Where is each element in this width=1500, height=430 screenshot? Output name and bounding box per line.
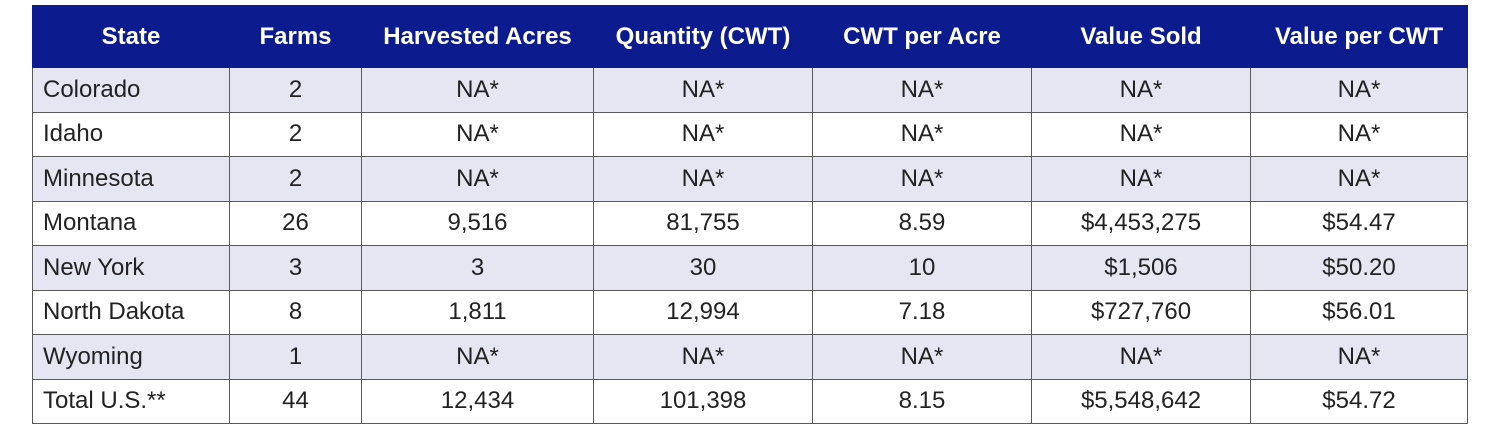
- table-cell: NA*: [361, 156, 594, 202]
- table-cell: NA*: [593, 67, 813, 113]
- table-cell: 26: [229, 200, 362, 246]
- table-row: Minnesota 2 NA* NA* NA* NA* NA*: [32, 156, 1468, 202]
- table-cell: NA*: [1031, 334, 1251, 380]
- table-cell: $54.47: [1250, 200, 1468, 246]
- table-cell: 3: [361, 245, 594, 291]
- table-cell: NA*: [812, 67, 1032, 113]
- header-row: State Farms Harvested Acres Quantity (CWT) C…: [32, 5, 1468, 68]
- header-cell: Quantity (CWT): [593, 5, 813, 68]
- table-cell: 30: [593, 245, 813, 291]
- header-cell: State: [32, 5, 230, 68]
- table-body: Colorado 2 NA* NA* NA* NA* NA* Idaho 2 NA* NA* NA* N…: [32, 67, 1468, 424]
- table-cell: 8.15: [812, 378, 1032, 424]
- table-cell: Colorado: [32, 67, 230, 113]
- table-cell: Total U.S.**: [32, 378, 230, 424]
- table-cell: 9,516: [361, 200, 594, 246]
- table-cell: NA*: [1031, 67, 1251, 113]
- table-cell: Minnesota: [32, 156, 230, 202]
- table-cell: 81,755: [593, 200, 813, 246]
- table-cell: 12,994: [593, 289, 813, 335]
- table-cell: Idaho: [32, 111, 230, 157]
- header-cell: CWT per Acre: [812, 5, 1032, 68]
- table-cell: 8: [229, 289, 362, 335]
- table-cell: 12,434: [361, 378, 594, 424]
- table-cell: Wyoming: [32, 334, 230, 380]
- table-cell: $54.72: [1250, 378, 1468, 424]
- table-cell: NA*: [593, 156, 813, 202]
- table-cell: NA*: [361, 111, 594, 157]
- table-cell: 3: [229, 245, 362, 291]
- table-cell: $727,760: [1031, 289, 1251, 335]
- table-row: New York 3 3 30 10 $1,506 $50.20: [32, 245, 1468, 291]
- table-cell: North Dakota: [32, 289, 230, 335]
- table-cell: 2: [229, 67, 362, 113]
- header-cell: Harvested Acres: [361, 5, 594, 68]
- table-row: Idaho 2 NA* NA* NA* NA* NA*: [32, 111, 1468, 157]
- table-cell: NA*: [1031, 111, 1251, 157]
- header-cell: Value per CWT: [1250, 5, 1468, 68]
- table-header: State Farms Harvested Acres Quantity (CWT) C…: [32, 5, 1468, 68]
- data-table: State Farms Harvested Acres Quantity (CWT) C…: [32, 5, 1468, 424]
- table-cell: NA*: [1250, 111, 1468, 157]
- header-cell: Farms: [229, 5, 362, 68]
- table-cell: 2: [229, 156, 362, 202]
- table-cell: NA*: [1250, 334, 1468, 380]
- table-cell: NA*: [593, 334, 813, 380]
- table-container: State Farms Harvested Acres Quantity (CWT) C…: [32, 5, 1468, 424]
- table-cell: NA*: [1031, 156, 1251, 202]
- table-cell: NA*: [361, 67, 594, 113]
- table-cell: NA*: [812, 111, 1032, 157]
- table-cell: NA*: [1250, 156, 1468, 202]
- table-cell: New York: [32, 245, 230, 291]
- table-cell: $4,453,275: [1031, 200, 1251, 246]
- table-cell: NA*: [812, 156, 1032, 202]
- table-cell: $50.20: [1250, 245, 1468, 291]
- table-row: Total U.S.** 44 12,434 101,398 8.15 $5,548,64…: [32, 378, 1468, 424]
- table-row: North Dakota 8 1,811 12,994 7.18 $727,760 $56.…: [32, 289, 1468, 335]
- table-row: Colorado 2 NA* NA* NA* NA* NA*: [32, 67, 1468, 113]
- table-cell: 1: [229, 334, 362, 380]
- table-cell: $1,506: [1031, 245, 1251, 291]
- table-cell: 2: [229, 111, 362, 157]
- table-cell: 7.18: [812, 289, 1032, 335]
- table-cell: NA*: [593, 111, 813, 157]
- table-cell: NA*: [812, 334, 1032, 380]
- table-row: Montana 26 9,516 81,755 8.59 $4,453,275 $54.47: [32, 200, 1468, 246]
- table-row: Wyoming 1 NA* NA* NA* NA* NA*: [32, 334, 1468, 380]
- table-cell: $56.01: [1250, 289, 1468, 335]
- table-cell: 1,811: [361, 289, 594, 335]
- header-cell: Value Sold: [1031, 5, 1251, 68]
- table-cell: NA*: [1250, 67, 1468, 113]
- table-cell: 8.59: [812, 200, 1032, 246]
- table-cell: 44: [229, 378, 362, 424]
- table-cell: NA*: [361, 334, 594, 380]
- table-cell: $5,548,642: [1031, 378, 1251, 424]
- table-cell: Montana: [32, 200, 230, 246]
- table-cell: 10: [812, 245, 1032, 291]
- table-cell: 101,398: [593, 378, 813, 424]
